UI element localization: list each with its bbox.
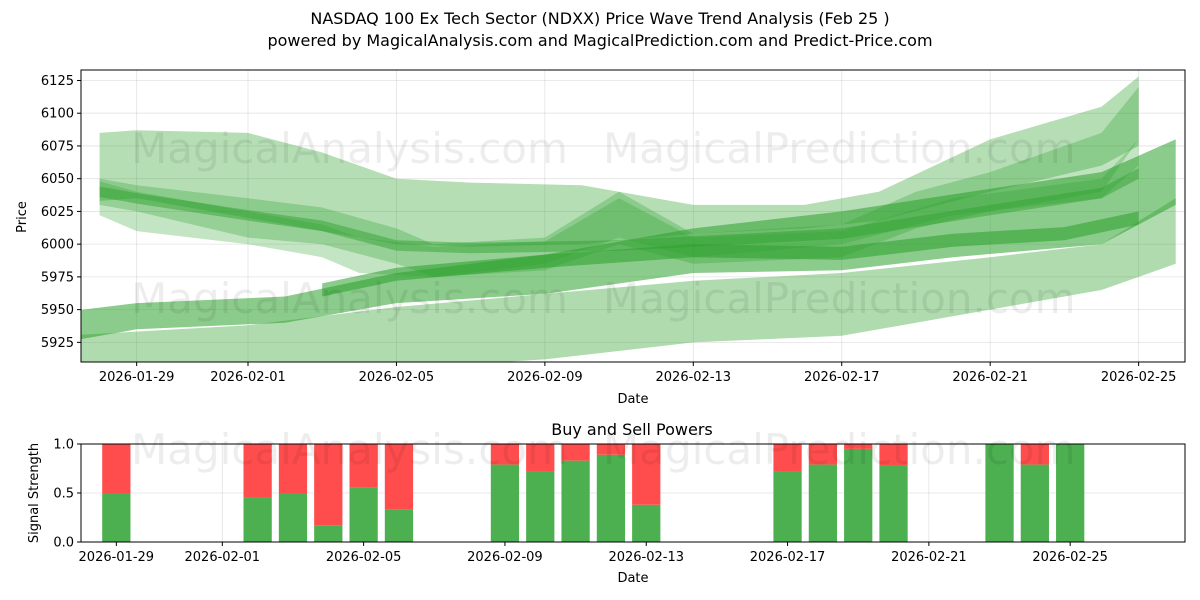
watermark-mid-left: MagicalAnalysis.com <box>131 274 568 323</box>
sell-bar <box>314 444 343 526</box>
price-y-tick-label: 6000 <box>41 238 74 253</box>
chart-title: NASDAQ 100 Ex Tech Sector (NDXX) Price W… <box>310 9 890 28</box>
signal-x-ticks: 2026-01-29 2026-02-01 2026-02-05 2026-02-09… <box>79 542 1108 565</box>
buy-bar <box>490 464 520 542</box>
signal-x-tick-label: 2026-02-25 <box>1032 550 1108 565</box>
buy-bar <box>1020 464 1049 542</box>
sell-bar <box>349 444 378 488</box>
signal-x-tick-label: 2026-02-09 <box>467 550 543 565</box>
buy-bar <box>985 444 1014 542</box>
signal-bars <box>102 444 1085 542</box>
sell-bar <box>879 444 908 466</box>
buy-bar <box>844 448 873 542</box>
price-x-tick-label: 2026-02-25 <box>1101 370 1177 385</box>
price-axes-frame <box>80 69 1186 363</box>
buy-bar <box>349 487 378 542</box>
watermark-bottom-right: MagicalPrediction.com <box>603 425 1076 474</box>
buy-bar <box>526 471 555 542</box>
sell-bar <box>490 444 520 465</box>
price-x-ticks: 2026-01-29 2026-02-01 2026-02-05 2026-02-09… <box>99 362 1177 385</box>
signal-y-label: Signal Strength <box>27 443 42 543</box>
buy-bar <box>773 471 802 542</box>
watermark-bottom-left: MagicalAnalysis.com <box>131 425 568 474</box>
chart-subtitle: powered by MagicalAnalysis.com and Magic… <box>267 31 933 50</box>
price-y-tick-label: 6025 <box>41 205 74 220</box>
price-band-upper-envelope <box>99 76 1139 247</box>
buy-bar <box>561 460 590 542</box>
price-band-wave-cluster-2 <box>99 139 1139 277</box>
price-y-tick-label: 5925 <box>41 336 74 351</box>
price-y-tick-label: 6050 <box>41 172 74 187</box>
watermark-top-left: MagicalAnalysis.com <box>131 124 568 173</box>
buy-bar <box>808 464 838 542</box>
buy-bar <box>879 465 908 542</box>
watermark-mid-right: MagicalPrediction.com <box>603 274 1076 323</box>
price-x-tick-label: 2026-01-29 <box>99 370 175 385</box>
price-x-tick-label: 2026-02-13 <box>656 370 732 385</box>
signal-x-tick-label: 2026-02-13 <box>608 550 684 565</box>
sell-bar <box>561 444 590 461</box>
buy-bar <box>632 504 661 542</box>
price-y-label: Price <box>15 201 30 233</box>
buy-bar <box>314 525 343 542</box>
price-panel: MagicalAnalysis.com MagicalPrediction.co… <box>15 69 1186 407</box>
sell-bar <box>102 444 131 493</box>
buy-bar <box>243 497 272 542</box>
price-band-lower-band <box>81 198 1176 362</box>
signal-y-tick-label: 0.5 <box>53 487 74 502</box>
sell-bar <box>808 444 838 465</box>
signal-panel: Buy and Sell Powers MagicalAnalysis.com … <box>27 420 1186 586</box>
signal-x-tick-label: 2026-02-01 <box>185 550 261 565</box>
signal-y-tick-label: 0.0 <box>53 536 74 551</box>
sell-bar <box>278 444 308 493</box>
signal-x-label: Date <box>617 571 648 586</box>
price-x-label: Date <box>617 392 648 407</box>
price-y-tick-label: 5950 <box>41 303 74 318</box>
signal-y-tick-label: 1.0 <box>53 438 74 453</box>
price-y-tick-label: 5975 <box>41 270 74 285</box>
price-wave-bands <box>81 76 1176 362</box>
price-y-tick-label: 6100 <box>41 107 74 122</box>
price-band-core-line-upper <box>99 168 1139 254</box>
price-y-tick-label: 6075 <box>41 139 74 154</box>
sell-bar <box>596 444 626 455</box>
sell-bar <box>243 444 272 498</box>
sell-bar <box>526 444 555 472</box>
sell-bar <box>773 444 802 472</box>
price-x-tick-label: 2026-02-17 <box>804 370 880 385</box>
sell-bar <box>384 444 414 510</box>
watermark-top-right: MagicalPrediction.com <box>603 124 1076 173</box>
signal-x-tick-label: 2026-02-17 <box>750 550 826 565</box>
buy-bar <box>1056 444 1085 542</box>
signal-x-tick-label: 2026-02-05 <box>326 550 402 565</box>
price-x-tick-label: 2026-02-09 <box>507 370 583 385</box>
price-x-tick-label: 2026-02-05 <box>359 370 435 385</box>
buy-bar <box>596 454 626 542</box>
buy-bar <box>384 509 414 542</box>
signal-title: Buy and Sell Powers <box>551 420 713 439</box>
signal-y-ticks: 0.0 0.5 1.0 <box>53 438 81 551</box>
price-y-ticks: 5925 5950 5975 6000 6025 6050 6075 6100 6125 <box>41 74 81 351</box>
signal-x-tick-label: 2026-01-29 <box>79 550 155 565</box>
signal-x-tick-label: 2026-02-21 <box>891 550 967 565</box>
price-y-tick-label: 6125 <box>41 74 74 89</box>
sell-bar <box>632 444 661 505</box>
price-x-tick-label: 2026-02-21 <box>952 370 1028 385</box>
buy-bar <box>102 493 131 542</box>
sell-bar <box>844 444 873 449</box>
price-band-core-line-lower <box>322 211 1139 297</box>
sell-bar <box>1020 444 1049 465</box>
price-x-tick-label: 2026-02-01 <box>210 370 286 385</box>
buy-bar <box>278 493 308 542</box>
